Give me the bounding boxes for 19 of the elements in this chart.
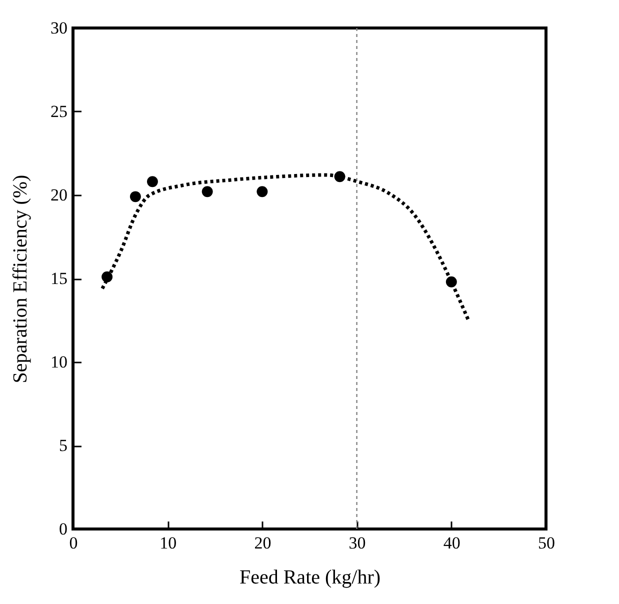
- x-axis-title: Feed Rate (kg/hr): [239, 566, 381, 588]
- x-tick-label: 10: [160, 534, 177, 552]
- y-tick-label: 30: [50, 18, 68, 38]
- point: [256, 186, 268, 198]
- x-tick-label: 30: [348, 534, 366, 552]
- point: [146, 176, 158, 188]
- point: [202, 186, 213, 198]
- x-tick-label: 50: [538, 534, 555, 552]
- y-axis-title: Separation Efficiency (%): [10, 174, 32, 384]
- point: [130, 191, 141, 202]
- y-tick-label: 20: [50, 186, 68, 204]
- y-tick-label: 25: [50, 102, 68, 121]
- x-tick-label: 20: [254, 534, 272, 552]
- line-series: [100, 173, 470, 322]
- y-tick-label: 5: [59, 436, 68, 455]
- y-tick-label: 10: [50, 352, 68, 372]
- y-tick-label: 0: [59, 520, 68, 538]
- y-tick-label: 15: [50, 269, 68, 288]
- x-tick-label: 40: [443, 534, 460, 552]
